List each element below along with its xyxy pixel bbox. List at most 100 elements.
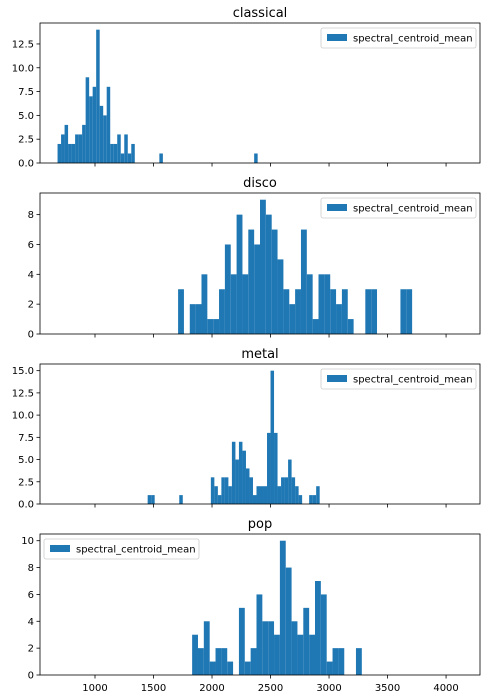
y-tick-label: 10.0 [12,411,34,422]
bar-disco-16 [271,229,278,334]
y-tick-label: 10.0 [12,63,34,74]
bar-metal-28 [245,468,250,504]
x-tick-label: 1500 [141,683,166,694]
legend-label: spectral_centroid_mean [353,204,473,215]
bar-disco-10 [236,214,243,334]
axes-frame-metal [39,363,481,505]
bar-classical-15 [110,143,114,163]
bar-disco-21 [300,229,307,334]
x-tick-label: 1000 [82,683,107,694]
bar-disco-11 [242,274,249,334]
bar-classical-16 [113,143,118,163]
bar-pop-17 [291,621,298,675]
bar-metal-42 [295,486,299,504]
x-tick-label: 2000 [199,683,224,694]
y-tick-label: 0 [28,330,34,341]
bar-metal-26 [238,441,243,504]
bar-classical-4 [71,143,76,163]
legend-swatch [50,545,70,552]
x-tick-label: 2500 [258,683,283,694]
bar-disco-17 [277,259,284,334]
bar-classical-29 [159,153,163,163]
bar-classical-56 [254,153,258,163]
legend-swatch [327,375,347,382]
bar-pop-13 [268,621,275,675]
bar-metal-41 [291,477,296,504]
bar-pop-5 [221,648,228,675]
bar-pop-2 [203,621,210,675]
bar-disco-20 [295,289,301,334]
y-tick-label: 6 [28,590,34,601]
legend-box [320,27,477,49]
bar-disco-19 [289,304,296,334]
bar-pop-4 [215,648,222,675]
axes-frame-pop [39,533,481,676]
bar-disco-12 [248,229,255,334]
bar-metal-21 [221,477,225,504]
bar-metal-38 [281,477,285,504]
bar-pop-8 [238,607,245,675]
bar-metal-27 [242,450,246,504]
bar-metal-40 [288,459,292,504]
x-tick-label: 3000 [316,683,341,694]
bar-metal-35 [270,370,275,504]
bar-metal-22 [224,477,229,504]
bar-metal-20 [217,495,222,504]
panel-classical: classical 0.0 2.5 5.0 7.5 10.0 12.5 spectral_ce… [12,6,481,170]
bar-pop-9 [244,661,251,675]
bar-classical-10 [92,86,97,163]
x-tick-label: 3500 [375,683,400,694]
bar-disco-22 [306,274,313,334]
bar-metal-25 [235,459,239,504]
bar-pop-10 [250,648,257,675]
legend-swatch [327,204,347,211]
legend: spectral_centroid_mean [320,27,477,49]
bar-classical-8 [85,77,90,163]
bar-metal-29 [249,477,253,504]
bar-pop-12 [262,621,269,675]
bar-disco-26 [330,289,337,334]
y-tick-label: 12.5 [12,388,34,399]
bar-classical-1 [61,134,65,163]
bar-classical-20 [127,153,132,163]
bar-pop-6 [227,661,234,675]
legend-box [43,538,200,560]
bar-classical-19 [124,134,128,163]
bar-disco-13 [254,244,260,334]
bar-disco-4 [201,274,208,334]
bar-disco-32 [365,289,372,334]
bar-metal-32 [260,486,264,504]
chart-title: metal [241,347,278,362]
bar-metal-18 [210,477,215,504]
bar-disco-8 [224,244,231,334]
y-tick-label: 4 [28,270,34,281]
bar-disco-9 [230,274,237,334]
bar-pop-16 [285,567,292,675]
bar-classical-0 [57,143,62,163]
bar-disco-0 [178,289,184,334]
bar-disco-29 [347,319,354,334]
bar-disco-15 [265,214,272,334]
bar-metal-47 [312,495,317,504]
bar-classical-9 [89,96,93,163]
bar-metal-19 [214,486,218,504]
bar-disco-5 [207,319,214,334]
bar-metal-9 [179,495,183,504]
bar-disco-25 [324,274,331,334]
bar-disco-28 [341,289,348,334]
bar-metal-46 [309,495,313,504]
bar-pop-19 [303,607,310,675]
bar-classical-13 [103,115,107,163]
bar-disco-38 [400,289,407,334]
panel-disco: disco 0 2 4 6 8 spectral_centroid_mean [28,176,481,341]
bar-disco-24 [318,274,325,334]
bar-classical-3 [68,143,72,163]
legend-box [320,197,477,219]
bar-pop-25 [338,648,345,675]
bar-pop-15 [279,540,286,675]
chart-title: classical [233,6,288,21]
bar-metal-1 [151,495,155,504]
bar-classical-5 [75,134,79,163]
legend: spectral_centroid_mean [43,538,200,560]
